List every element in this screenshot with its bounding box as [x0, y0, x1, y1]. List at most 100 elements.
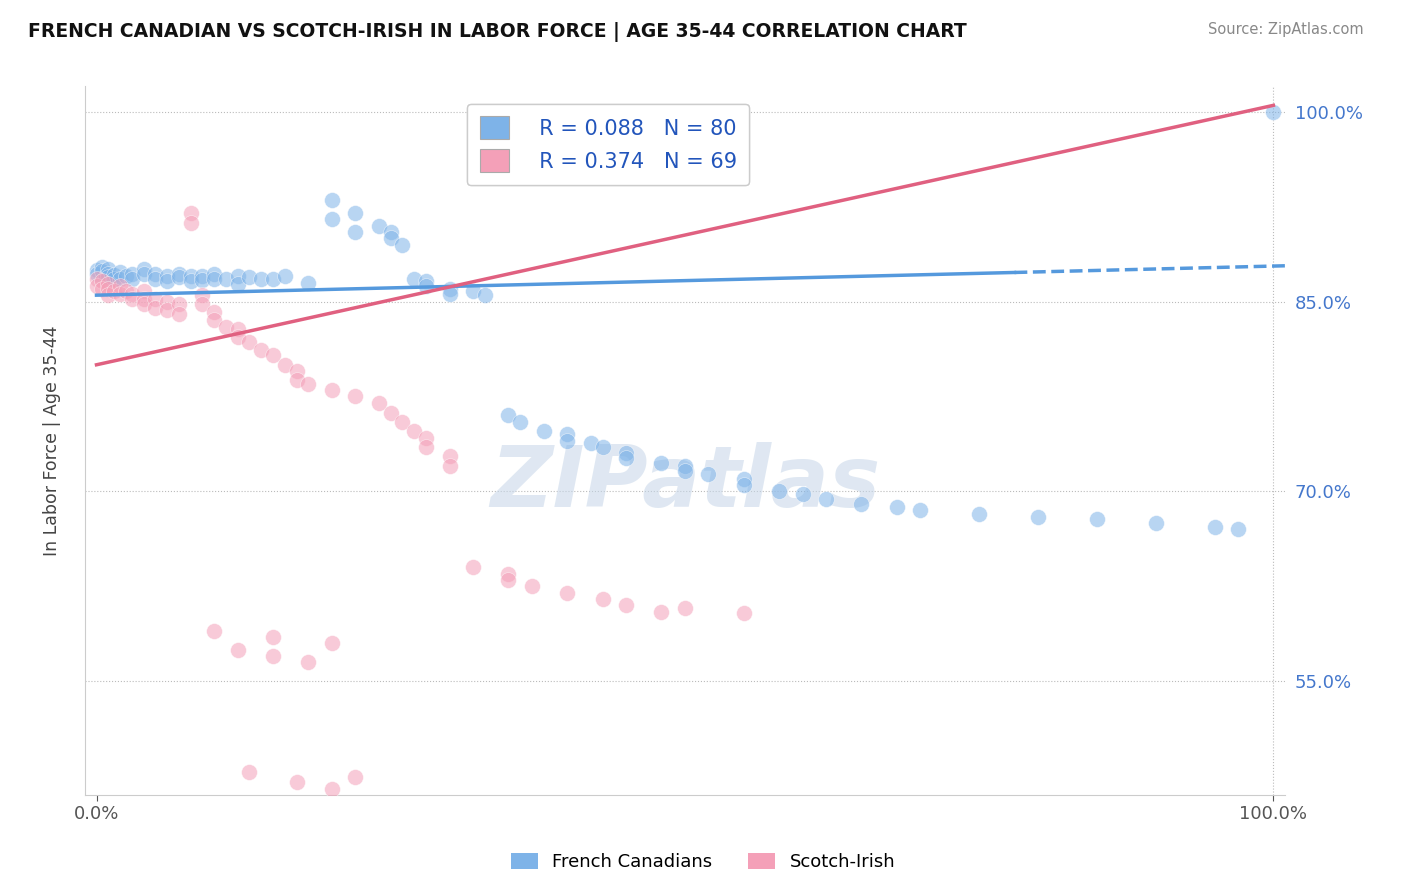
Point [262, 348, 284, 362]
Point [97, 261, 120, 276]
Point [191, 288, 214, 302]
Point [202, 271, 225, 285]
Point [91, 260, 114, 275]
Point [285, 364, 308, 378]
Point [180, 206, 202, 220]
Point [97, 267, 120, 281]
Point [285, 373, 308, 387]
Point [297, 276, 319, 290]
Point [344, 225, 367, 239]
Point [143, 267, 166, 281]
Point [380, 231, 402, 245]
Point [415, 431, 437, 445]
Point [533, 424, 555, 438]
Point [673, 600, 696, 615]
Point [555, 427, 578, 442]
Point [115, 269, 138, 284]
Text: ZIPatlas: ZIPatlas [489, 442, 880, 524]
Point [555, 434, 578, 448]
Point [474, 288, 496, 302]
Point [404, 271, 426, 285]
Point [1026, 509, 1049, 524]
Point [191, 269, 214, 284]
Point [391, 237, 413, 252]
Point [108, 279, 131, 293]
Point [461, 285, 484, 299]
Point [792, 487, 814, 501]
Point [262, 648, 284, 663]
Text: FRENCH CANADIAN VS SCOTCH-IRISH IN LABOR FORCE | AGE 35-44 CORRELATION CHART: FRENCH CANADIAN VS SCOTCH-IRISH IN LABOR… [28, 22, 967, 42]
Point [910, 503, 932, 517]
Point [391, 415, 413, 429]
Point [226, 642, 249, 657]
Point [156, 303, 179, 318]
Point [768, 484, 790, 499]
Point [614, 446, 637, 460]
Point [156, 294, 179, 309]
Text: Source: ZipAtlas.com: Source: ZipAtlas.com [1208, 22, 1364, 37]
Point [250, 271, 273, 285]
Point [614, 599, 637, 613]
Point [439, 286, 461, 301]
Point [321, 194, 343, 208]
Point [121, 271, 143, 285]
Point [262, 630, 284, 644]
Point [697, 467, 720, 481]
Point [415, 274, 437, 288]
Point [498, 566, 520, 581]
Point [132, 297, 155, 311]
Point [461, 560, 484, 574]
Point [103, 271, 125, 285]
Point [191, 297, 214, 311]
Point [226, 269, 249, 284]
Point [103, 285, 125, 299]
Point [156, 269, 179, 284]
Point [167, 270, 190, 285]
Point [321, 781, 343, 796]
Point [132, 285, 155, 299]
Point [97, 282, 120, 296]
Point [579, 436, 602, 450]
Point [498, 409, 520, 423]
Point [167, 267, 190, 281]
Point [886, 500, 908, 514]
Point [215, 319, 238, 334]
Point [851, 497, 873, 511]
Point [498, 573, 520, 587]
Point [91, 264, 114, 278]
Point [439, 449, 461, 463]
Point [650, 605, 672, 619]
Point [86, 263, 108, 277]
Point [967, 507, 990, 521]
Point [97, 270, 120, 285]
Point [91, 282, 114, 296]
Point [344, 206, 367, 220]
Point [132, 292, 155, 306]
Legend: French Canadians, Scotch-Irish: French Canadians, Scotch-Irish [503, 846, 903, 879]
Point [415, 440, 437, 454]
Point [673, 464, 696, 478]
Point [215, 271, 238, 285]
Y-axis label: In Labor Force | Age 35-44: In Labor Force | Age 35-44 [44, 326, 60, 556]
Point [180, 269, 202, 284]
Point [1204, 520, 1226, 534]
Point [115, 285, 138, 299]
Point [344, 389, 367, 403]
Point [156, 274, 179, 288]
Point [108, 286, 131, 301]
Point [97, 288, 120, 302]
Point [121, 267, 143, 281]
Point [226, 277, 249, 291]
Point [439, 282, 461, 296]
Point [321, 383, 343, 397]
Point [404, 424, 426, 438]
Point [91, 274, 114, 288]
Point [344, 770, 367, 784]
Point [733, 472, 755, 486]
Legend:   R = 0.088   N = 80,   R = 0.374   N = 69: R = 0.088 N = 80, R = 0.374 N = 69 [467, 103, 749, 185]
Point [143, 271, 166, 285]
Point [520, 579, 543, 593]
Point [285, 775, 308, 789]
Point [121, 292, 143, 306]
Point [226, 322, 249, 336]
